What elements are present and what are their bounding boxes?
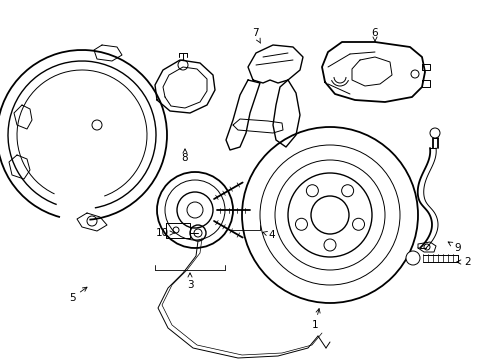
- Text: 4: 4: [262, 230, 275, 240]
- Text: 7: 7: [251, 28, 260, 43]
- Circle shape: [429, 128, 439, 138]
- Text: 2: 2: [456, 257, 470, 267]
- Text: 5: 5: [68, 287, 87, 303]
- Text: 1: 1: [311, 309, 320, 330]
- Circle shape: [405, 251, 419, 265]
- Text: 8: 8: [182, 149, 188, 163]
- Text: 6: 6: [371, 28, 378, 41]
- Text: 9: 9: [447, 242, 460, 253]
- Text: 3: 3: [186, 273, 193, 290]
- Text: 10: 10: [155, 228, 174, 238]
